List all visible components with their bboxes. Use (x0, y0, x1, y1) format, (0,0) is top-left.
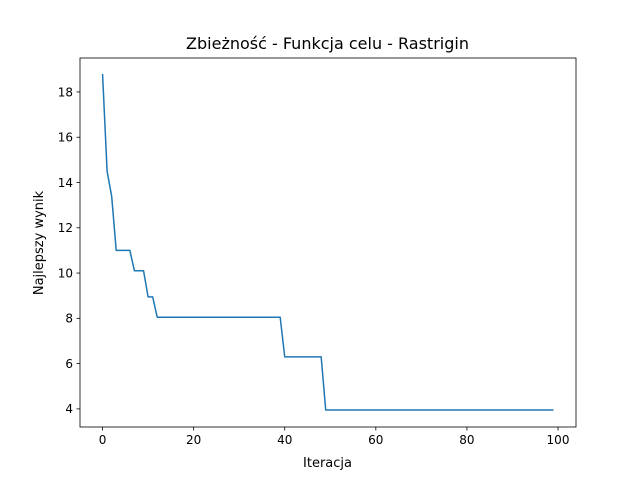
y-tick-label-8: 8 (65, 312, 73, 326)
x-axis-label: Iteracja (303, 456, 352, 471)
x-tick-label-40: 40 (277, 433, 292, 447)
y-tick-label-14: 14 (58, 176, 73, 190)
chart-title: Zbieżność - Funkcja celu - Rastrigin (186, 34, 469, 53)
x-tick-label-100: 100 (547, 433, 570, 447)
y-tick-label-10: 10 (58, 266, 73, 280)
x-tick-label-60: 60 (368, 433, 383, 447)
y-tick-label-12: 12 (58, 221, 73, 235)
series-line-0 (101, 73, 554, 411)
y-tick-label-6: 6 (65, 357, 73, 371)
x-tick-label-80: 80 (459, 433, 474, 447)
y-axis-label: Najlepszy wynik (32, 190, 47, 295)
y-tick-label-4: 4 (65, 402, 73, 416)
axes-frame (79, 57, 577, 428)
x-tick-label-0: 0 (99, 433, 107, 447)
y-tick-label-18: 18 (58, 85, 73, 99)
plot-area: 0 20 40 60 80 100 4 6 8 10 12 14 16 18 (58, 57, 577, 447)
y-tick-label-16: 16 (58, 131, 73, 145)
x-tick-label-20: 20 (186, 433, 201, 447)
